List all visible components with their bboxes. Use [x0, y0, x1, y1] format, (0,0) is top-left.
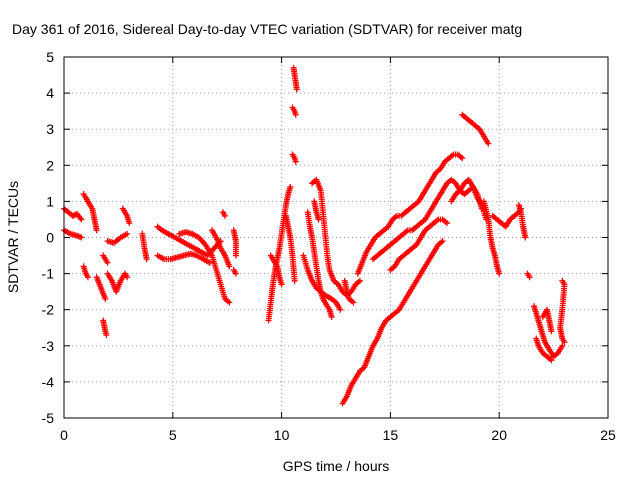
- x-tick-label: 5: [169, 427, 177, 443]
- x-tick-labels: 0 5 10 15 20 25: [60, 427, 616, 443]
- x-tick-label: 0: [60, 427, 68, 443]
- data-point: [293, 86, 300, 93]
- data-point: [526, 274, 533, 281]
- series-sat-a: [61, 191, 133, 338]
- data-point: [287, 183, 294, 190]
- x-axis-label: GPS time / hours: [283, 458, 390, 474]
- data-point: [232, 270, 239, 277]
- data-point: [102, 295, 109, 302]
- y-tick-label: 5: [46, 49, 54, 65]
- y-tick-label: -4: [42, 374, 55, 390]
- y-tick-label: 3: [46, 121, 54, 137]
- y-tick-label: 4: [46, 85, 54, 101]
- data-point: [124, 274, 131, 281]
- data-point: [496, 270, 503, 277]
- x-tick-label: 20: [491, 427, 507, 443]
- data-point: [478, 205, 485, 212]
- data-point: [124, 230, 131, 237]
- data-point: [548, 328, 555, 335]
- y-tick-label: -2: [42, 302, 55, 318]
- data-point: [78, 216, 85, 223]
- y-tick-labels: 5 4 3 2 1 0 -1 -2 -3 -4 -5: [42, 49, 55, 426]
- data-point: [84, 274, 91, 281]
- y-tick-label: 2: [46, 157, 54, 173]
- data-point: [206, 259, 213, 266]
- data-point: [561, 339, 568, 346]
- data-point: [548, 357, 555, 364]
- series-sat-c: [265, 64, 363, 324]
- y-tick-label: -3: [42, 338, 55, 354]
- data-point: [93, 227, 100, 234]
- data-point: [104, 259, 111, 266]
- data-point: [522, 234, 529, 241]
- data-point: [559, 342, 566, 349]
- data-point: [337, 306, 344, 313]
- data-series: [61, 64, 568, 407]
- data-point: [226, 263, 233, 270]
- y-tick-label: 1: [46, 193, 54, 209]
- data-point: [292, 111, 299, 118]
- data-point: [328, 313, 335, 320]
- data-point: [103, 331, 110, 338]
- data-point: [485, 140, 492, 147]
- series-sat-b: [139, 209, 239, 306]
- data-point: [126, 220, 133, 227]
- y-axis-label: SDTVAR / TECUs: [5, 181, 21, 293]
- data-point: [443, 220, 450, 227]
- data-point: [315, 216, 322, 223]
- x-tick-label: 25: [600, 427, 616, 443]
- data-point: [350, 299, 357, 306]
- series-sat-e: [531, 277, 568, 364]
- data-point: [292, 158, 299, 165]
- data-point: [439, 238, 446, 245]
- data-point: [459, 155, 466, 162]
- y-tick-label: 0: [46, 230, 54, 246]
- data-point: [78, 234, 85, 241]
- y-tick-label: -5: [42, 410, 55, 426]
- series-sat-d: [339, 111, 533, 407]
- tick-marks: [63, 56, 609, 419]
- data-point: [278, 281, 285, 288]
- y-tick-label: -1: [42, 266, 55, 282]
- data-point: [232, 252, 239, 259]
- data-point: [222, 212, 229, 219]
- chart-title: Day 361 of 2016, Sidereal Day-to-day VTE…: [12, 21, 522, 37]
- data-point: [356, 277, 363, 284]
- x-tick-label: 10: [274, 427, 290, 443]
- data-point: [291, 277, 298, 284]
- x-tick-label: 15: [383, 427, 399, 443]
- data-point: [143, 256, 150, 263]
- data-point: [226, 299, 233, 306]
